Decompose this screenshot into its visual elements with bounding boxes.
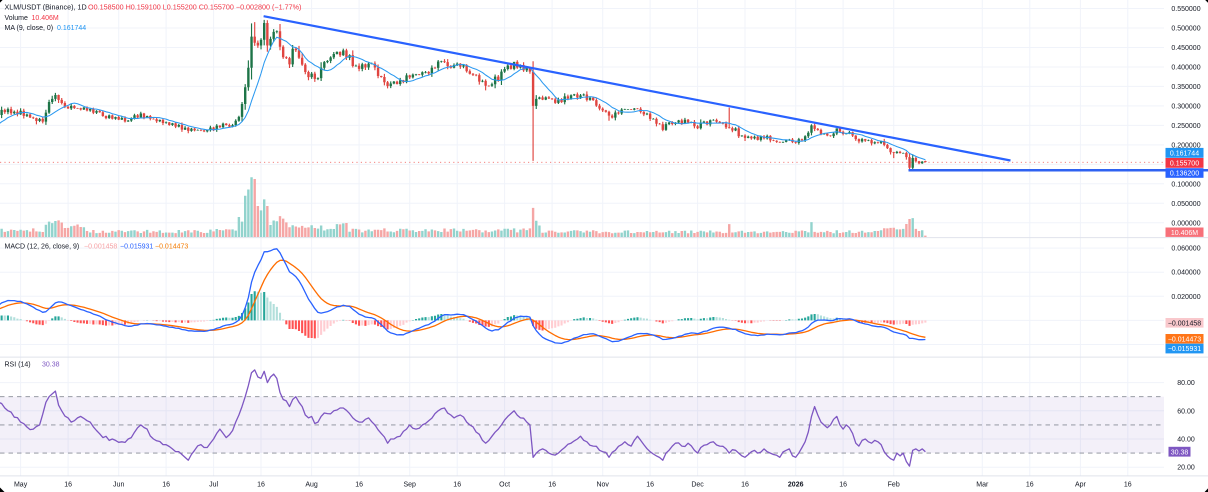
svg-text:Oct: Oct <box>499 482 510 489</box>
svg-text:0.550000: 0.550000 <box>1171 6 1200 13</box>
svg-text:0.050000: 0.050000 <box>1171 201 1200 208</box>
svg-text:16: 16 <box>1124 482 1132 489</box>
svg-text:Apr: Apr <box>1075 482 1087 489</box>
svg-text:2026: 2026 <box>788 482 804 489</box>
svg-text:Jul: Jul <box>209 482 218 489</box>
svg-text:0.500000: 0.500000 <box>1171 26 1200 33</box>
svg-text:16: 16 <box>741 482 749 489</box>
svg-text:−0.001458: −0.001458 <box>84 243 117 250</box>
svg-text:16: 16 <box>453 482 461 489</box>
svg-text:Jun: Jun <box>113 482 124 489</box>
svg-text:−0.014473: −0.014473 <box>1168 336 1201 343</box>
svg-text:−0.015931: −0.015931 <box>120 243 153 250</box>
svg-text:Sep: Sep <box>403 482 416 489</box>
svg-text:0.060000: 0.060000 <box>1171 246 1200 253</box>
svg-text:0.000000: 0.000000 <box>1171 220 1200 227</box>
svg-text:10.406M: 10.406M <box>1171 230 1198 237</box>
svg-text:16: 16 <box>548 482 556 489</box>
svg-text:Dec: Dec <box>691 482 704 489</box>
svg-text:0.200000: 0.200000 <box>1171 142 1200 149</box>
svg-text:16: 16 <box>646 482 654 489</box>
svg-text:Aug: Aug <box>305 482 318 489</box>
svg-text:60.00: 60.00 <box>1177 408 1195 415</box>
svg-text:0.450000: 0.450000 <box>1171 45 1200 52</box>
svg-text:Feb: Feb <box>888 482 900 489</box>
svg-text:Mar: Mar <box>976 482 989 489</box>
svg-text:40.00: 40.00 <box>1177 437 1195 444</box>
svg-text:0.300000: 0.300000 <box>1171 103 1200 110</box>
svg-text:XLM/USDT (Binance), 1D: XLM/USDT (Binance), 1D <box>5 3 87 12</box>
svg-text:0.161744: 0.161744 <box>57 25 86 32</box>
svg-text:−0.014473: −0.014473 <box>155 243 188 250</box>
svg-text:0.400000: 0.400000 <box>1171 65 1200 72</box>
svg-text:0.100000: 0.100000 <box>1171 181 1200 188</box>
svg-text:0.155700: 0.155700 <box>1170 161 1199 168</box>
svg-text:MA (9, close, 0): MA (9, close, 0) <box>5 25 54 32</box>
svg-text:16: 16 <box>839 482 847 489</box>
svg-text:0.020000: 0.020000 <box>1171 294 1200 301</box>
svg-text:−0.001458: −0.001458 <box>1168 320 1201 327</box>
svg-text:May: May <box>14 482 28 489</box>
svg-text:16: 16 <box>162 482 170 489</box>
svg-text:10.406M: 10.406M <box>32 15 59 22</box>
svg-text:−0.015931: −0.015931 <box>1168 346 1201 353</box>
svg-text:16: 16 <box>355 482 363 489</box>
svg-text:0.136200: 0.136200 <box>1170 171 1199 178</box>
svg-text:MACD (12, 26, close, 9): MACD (12, 26, close, 9) <box>5 243 80 250</box>
svg-text:Volume: Volume <box>5 15 28 22</box>
svg-text:0.161744: 0.161744 <box>1170 151 1199 158</box>
svg-text:0.350000: 0.350000 <box>1171 84 1200 91</box>
svg-text:16: 16 <box>64 482 72 489</box>
svg-text:0.040000: 0.040000 <box>1171 270 1200 277</box>
svg-text:30.38: 30.38 <box>42 361 60 368</box>
svg-text:RSI (14): RSI (14) <box>5 361 31 368</box>
svg-text:O0.158500 H0.159100 L0.15520: O0.158500 H0.159100 L0.155200 C0.155700 … <box>88 3 301 12</box>
svg-text:0.250000: 0.250000 <box>1171 123 1200 130</box>
svg-text:20.00: 20.00 <box>1177 465 1195 472</box>
svg-text:30.38: 30.38 <box>1171 449 1189 456</box>
svg-text:80.00: 80.00 <box>1177 380 1195 387</box>
svg-text:16: 16 <box>1026 482 1034 489</box>
svg-text:Nov: Nov <box>596 482 609 489</box>
svg-text:16: 16 <box>257 482 265 489</box>
